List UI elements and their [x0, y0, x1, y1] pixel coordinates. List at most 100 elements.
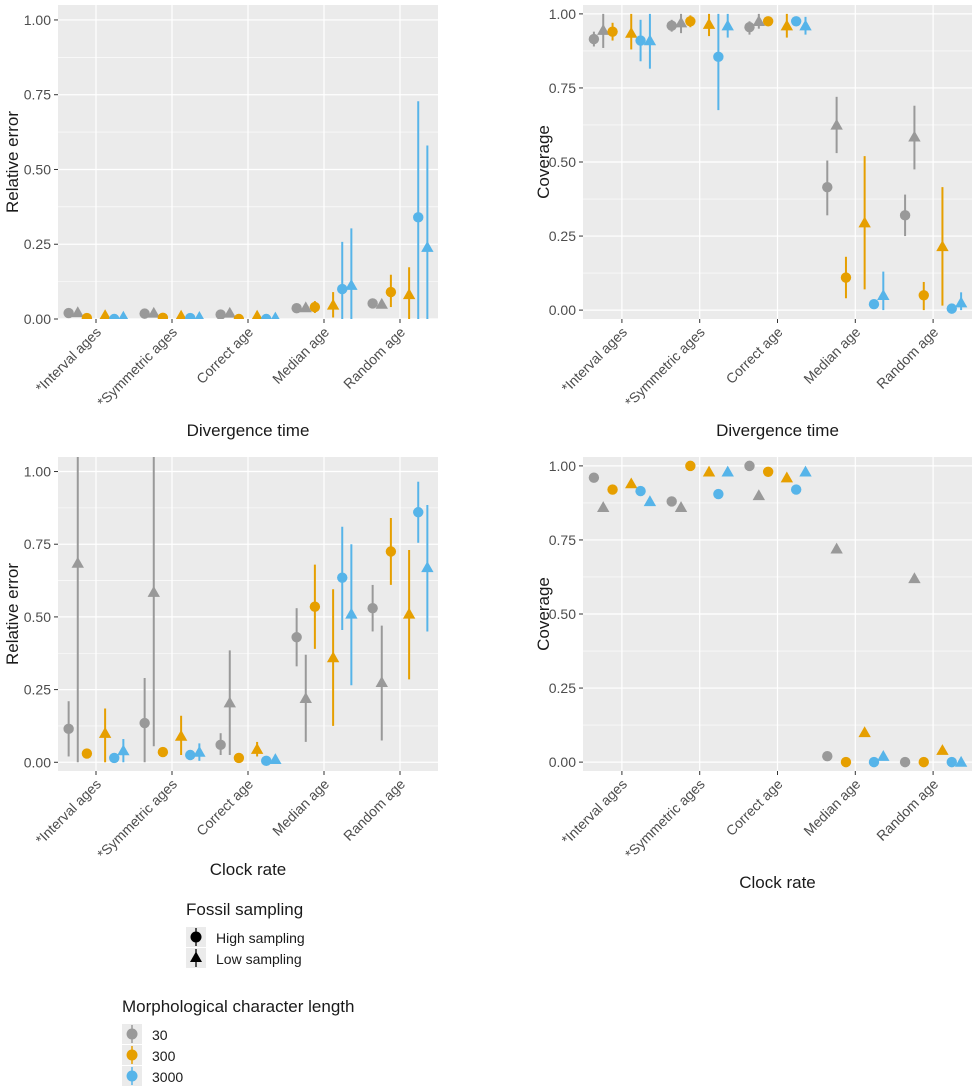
point-len-30-high: [899, 210, 911, 221]
legend-key-low-marker: [190, 951, 202, 962]
point-len-300-high: [762, 466, 774, 478]
panel-3: 0.00 0.25 0.50 0.75 1.00 *Interval ages*Symme…: [3, 457, 438, 879]
x-axis-title: Divergence time: [187, 421, 310, 440]
legend-key-marker: [126, 1049, 138, 1061]
point-len-30-high: [744, 460, 755, 472]
y-tick-label: 0.25: [24, 236, 51, 252]
x-tick-label: Median age: [800, 776, 863, 839]
point-len-3000-high: [946, 303, 957, 314]
x-tick-label: Random age: [340, 776, 408, 844]
point-len-3000-high: [635, 485, 646, 497]
panel-1: 0.00 0.25 0.50 0.75 1.00 *Interval ages*Symme…: [3, 5, 438, 440]
point-len-300-low: [625, 477, 638, 489]
x-tick-label: *Interval ages: [32, 324, 104, 396]
point-len-30-low: [299, 301, 312, 313]
point-len-30-high: [666, 496, 677, 507]
x-tick-label: Median age: [269, 324, 332, 387]
point-len-30-low: [908, 130, 921, 142]
point-len-30-low: [223, 306, 236, 318]
x-tick-label: *Interval ages: [558, 776, 630, 848]
point-len-300-high: [385, 546, 397, 557]
point-len-3000-low: [954, 296, 968, 308]
legend: Fossil sampling High sampling Low sampli…: [122, 900, 354, 1086]
point-len-30-high: [744, 22, 755, 33]
y-tick-label: 0.00: [549, 302, 576, 318]
y-tick-label: 0.50: [549, 606, 576, 622]
point-len-300-high: [918, 290, 929, 301]
point-len-3000-high: [185, 312, 196, 319]
point-len-30-low: [375, 676, 388, 687]
point-len-30-high: [291, 303, 302, 314]
point-len-30-high: [899, 756, 911, 768]
x-tick-label: *Symmetric ages: [622, 324, 708, 410]
point-len-300-high: [918, 756, 929, 768]
y-tick-label: 0.50: [24, 161, 51, 177]
point-len-300-high: [607, 26, 618, 37]
point-len-3000-low: [345, 607, 358, 619]
point-len-30-low: [223, 696, 236, 708]
point-len-3000-low: [421, 241, 434, 252]
x-tick-label: *Symmetric ages: [622, 776, 708, 862]
y-tick-label: 1.00: [24, 12, 51, 28]
point-len-30-high: [63, 307, 74, 319]
point-len-30-low: [830, 118, 843, 130]
point-len-3000-low: [269, 753, 282, 765]
point-len-300-high: [309, 301, 321, 313]
point-len-3000-low: [271, 311, 280, 319]
point-len-3000-low: [118, 310, 129, 319]
point-len-3000-high: [868, 756, 880, 768]
y-tick-label: 0.50: [24, 609, 51, 625]
point-len-3000-high: [185, 749, 196, 761]
point-len-3000-low: [194, 311, 204, 319]
point-len-3000-high: [413, 212, 424, 223]
point-len-300-low: [250, 742, 264, 754]
point-len-3000-high: [713, 488, 724, 500]
point-len-30-high: [822, 750, 833, 762]
point-len-3000-high: [109, 752, 120, 764]
point-len-300-high: [762, 16, 774, 27]
point-len-30-low: [375, 297, 388, 309]
x-tick-label: Correct age: [193, 776, 256, 839]
legend-key-marker: [126, 1070, 138, 1082]
x-tick-label: Random age: [873, 776, 941, 844]
data-marks: [63, 101, 434, 319]
point-len-300-low: [858, 216, 871, 228]
point-len-3000-low: [877, 749, 890, 761]
y-tick-label: 1.00: [549, 6, 576, 22]
point-len-300-low: [936, 240, 949, 252]
y-tick-label: 0.75: [24, 87, 51, 103]
point-len-30-low: [597, 501, 610, 513]
x-axis-title: Clock rate: [739, 873, 816, 892]
point-len-3000-low: [345, 279, 358, 290]
legend-length-label: 30: [152, 1027, 168, 1043]
point-len-300-high: [81, 748, 93, 759]
legend-high-label: High sampling: [216, 930, 305, 946]
point-len-300-low: [326, 298, 340, 310]
point-len-30-low: [674, 501, 688, 513]
point-len-3000-low: [193, 745, 206, 757]
point-len-300-high: [157, 746, 169, 758]
y-tick-label: 0.50: [549, 154, 576, 170]
panel-2: 0.00 0.25 0.50 0.75 1.00 *Interval ages*Symme…: [534, 5, 972, 440]
y-axis-title: Coverage: [534, 577, 553, 651]
x-axis-title: Clock rate: [210, 860, 287, 879]
point-len-300-high: [309, 601, 321, 612]
point-len-30-low: [830, 542, 843, 554]
point-len-300-high: [81, 312, 93, 319]
point-len-300-high: [840, 756, 852, 768]
point-len-300-low: [98, 727, 112, 738]
point-len-30-high: [215, 309, 226, 319]
point-len-3000-high: [413, 507, 424, 518]
y-tick-label: 0.00: [24, 754, 51, 770]
point-len-30-low: [147, 306, 160, 318]
point-len-3000-low: [954, 755, 968, 767]
point-len-300-low: [174, 729, 188, 741]
point-len-30-low: [674, 16, 688, 28]
point-len-300-low: [625, 26, 638, 38]
y-tick-label: 0.00: [549, 754, 576, 770]
point-len-30-high: [215, 739, 226, 751]
point-len-3000-low: [421, 561, 434, 573]
x-tick-label: *Interval ages: [558, 324, 630, 396]
legend-length-title: Morphological character length: [122, 997, 354, 1016]
point-len-300-high: [685, 460, 696, 472]
